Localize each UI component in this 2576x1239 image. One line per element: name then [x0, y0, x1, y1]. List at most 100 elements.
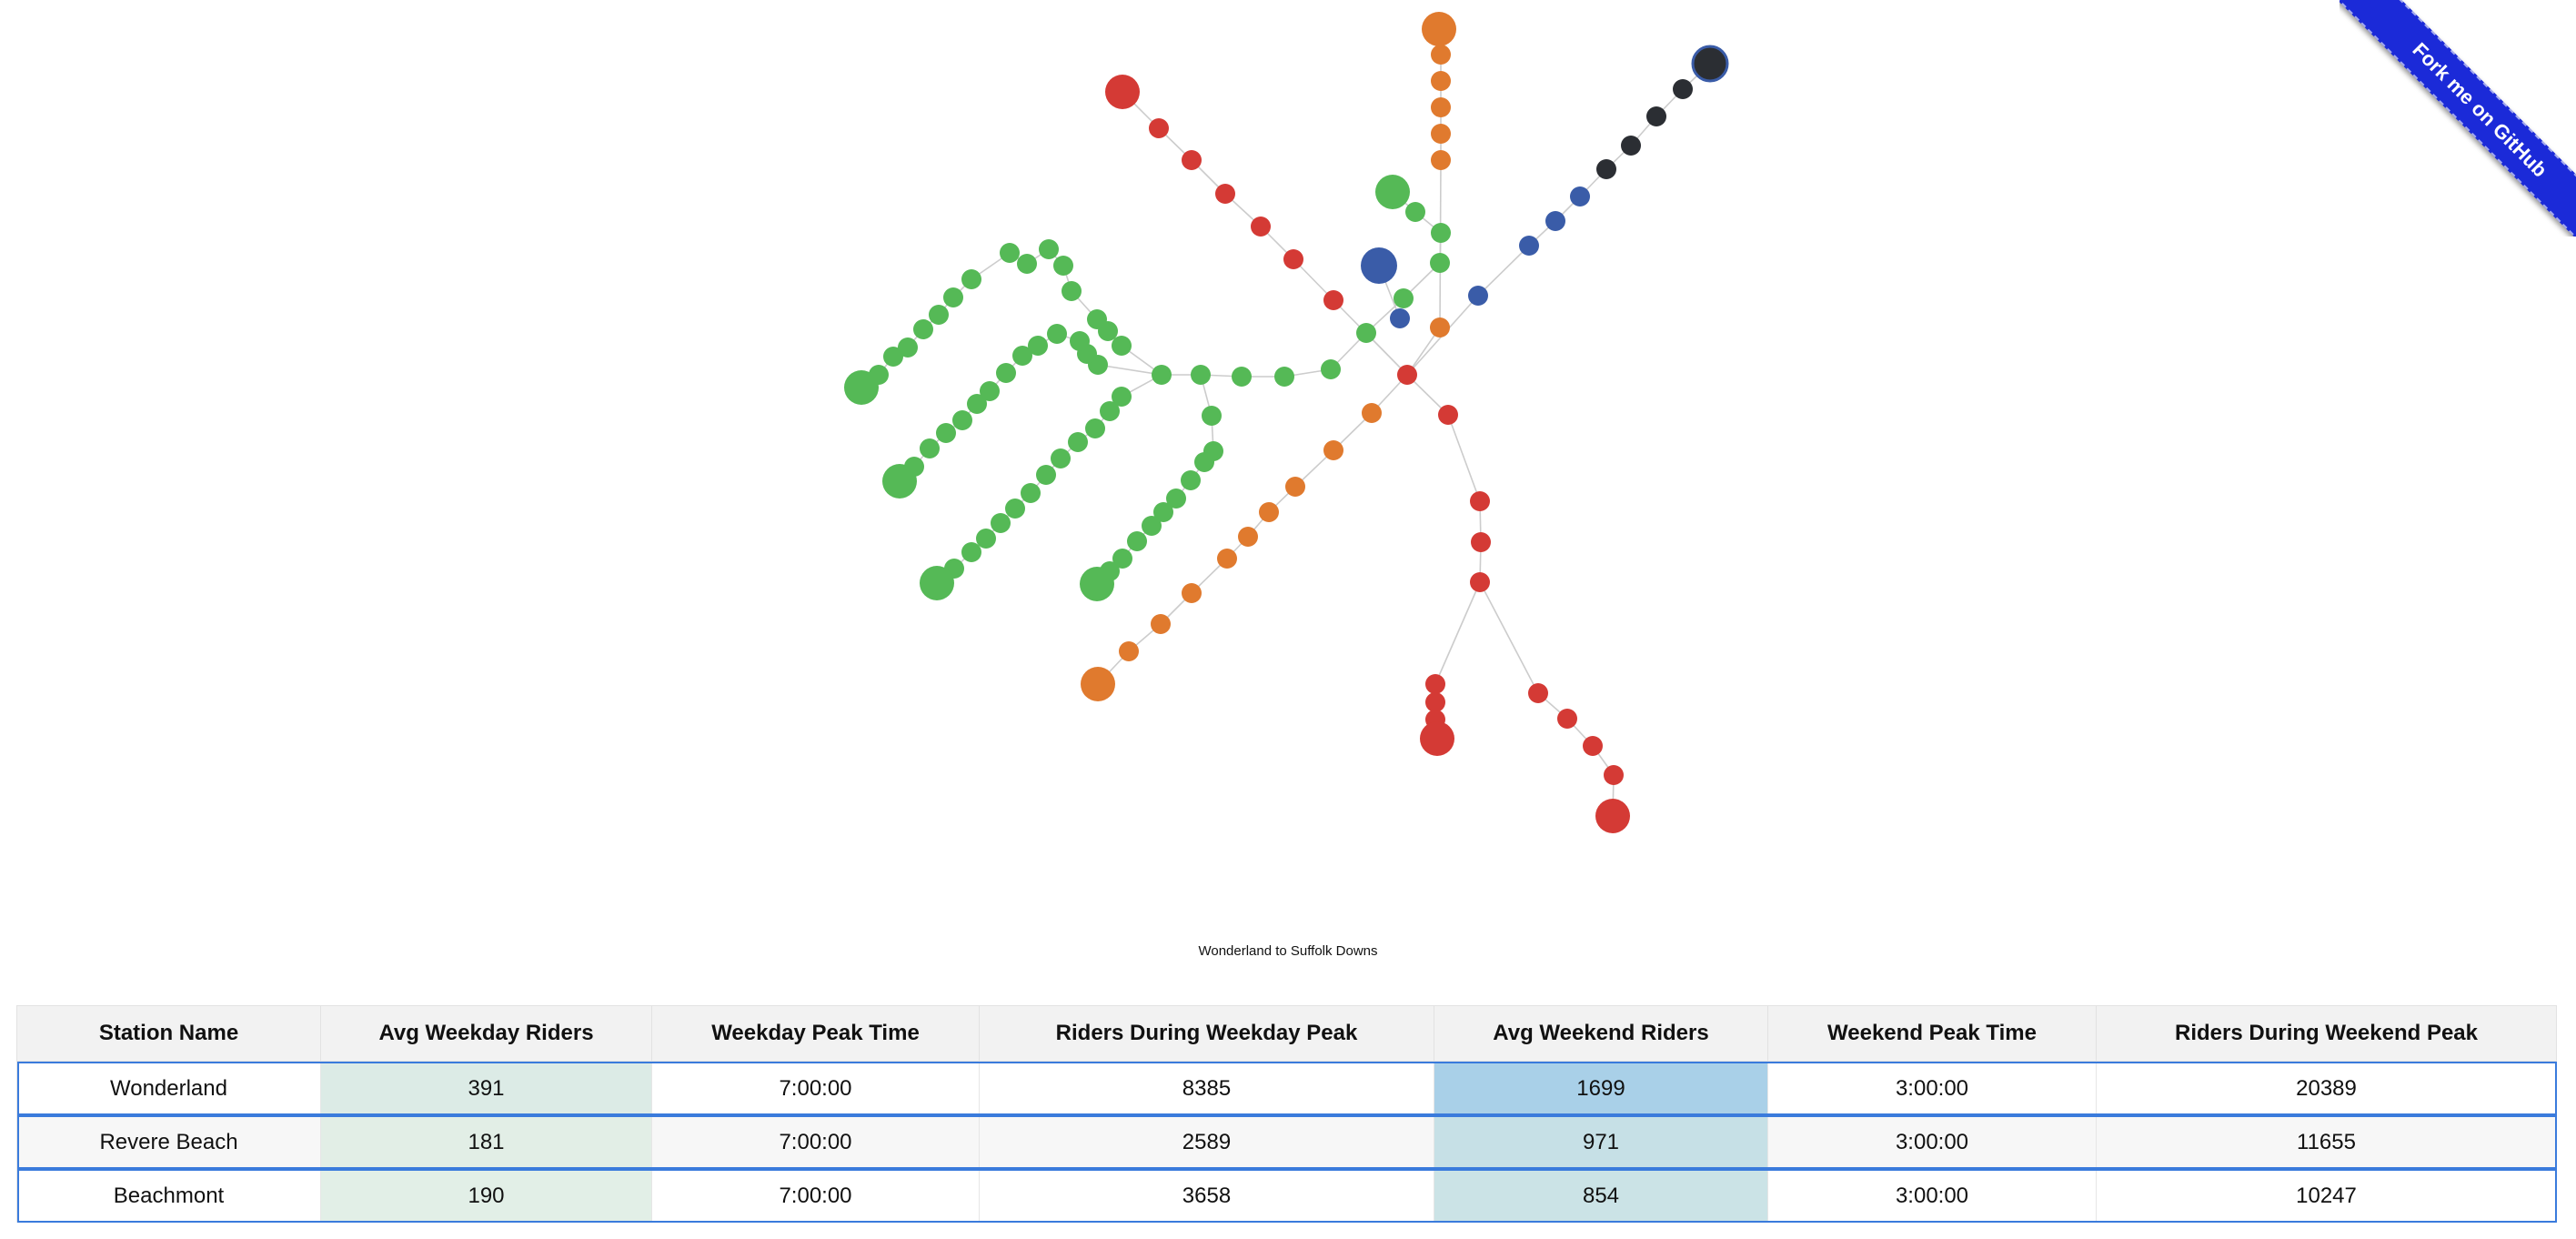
- terminal-station-node[interactable]: [1105, 75, 1140, 109]
- station-node[interactable]: [952, 410, 972, 430]
- station-node[interactable]: [1005, 499, 1025, 519]
- station-node[interactable]: [1321, 359, 1341, 379]
- header-weekday-peak-time[interactable]: Weekday Peak Time: [651, 1005, 980, 1062]
- station-node[interactable]: [1151, 614, 1171, 634]
- station-node[interactable]: [1425, 692, 1445, 712]
- station-node[interactable]: [1519, 236, 1539, 256]
- station-node[interactable]: [1215, 184, 1235, 204]
- station-node[interactable]: [1431, 71, 1451, 91]
- station-node[interactable]: [943, 287, 963, 307]
- station-node[interactable]: [1112, 549, 1132, 569]
- station-node[interactable]: [1604, 765, 1624, 785]
- station-node[interactable]: [1621, 136, 1641, 156]
- station-node[interactable]: [1202, 406, 1222, 426]
- station-node[interactable]: [1431, 150, 1451, 170]
- station-node[interactable]: [1430, 317, 1450, 337]
- station-node[interactable]: [1471, 532, 1491, 552]
- station-node[interactable]: [883, 347, 903, 367]
- station-node[interactable]: [1152, 365, 1172, 385]
- station-node[interactable]: [1053, 256, 1073, 276]
- station-node[interactable]: [1557, 709, 1577, 729]
- station-node[interactable]: [1283, 249, 1303, 269]
- station-node[interactable]: [1021, 483, 1041, 503]
- terminal-station-node[interactable]: [1595, 799, 1630, 833]
- station-node[interactable]: [1470, 491, 1490, 511]
- station-node[interactable]: [1119, 641, 1139, 661]
- station-node[interactable]: [1000, 243, 1020, 263]
- station-node[interactable]: [1142, 516, 1162, 536]
- terminal-station-node[interactable]: [920, 566, 954, 600]
- header-avg-weekend-riders[interactable]: Avg Weekend Riders: [1434, 1005, 1768, 1062]
- terminal-station-node[interactable]: [1420, 721, 1454, 756]
- station-node[interactable]: [1182, 583, 1202, 603]
- station-node[interactable]: [1047, 324, 1067, 344]
- station-node[interactable]: [1194, 452, 1214, 472]
- station-node[interactable]: [1085, 418, 1105, 438]
- station-node[interactable]: [1039, 239, 1059, 259]
- station-node[interactable]: [1405, 202, 1425, 222]
- station-node[interactable]: [1036, 465, 1056, 485]
- station-node[interactable]: [967, 394, 987, 414]
- station-node[interactable]: [1100, 401, 1120, 421]
- transit-network-map[interactable]: [0, 0, 2576, 928]
- station-node[interactable]: [920, 438, 940, 458]
- station-node[interactable]: [1430, 253, 1450, 273]
- station-node[interactable]: [1394, 288, 1414, 308]
- station-node[interactable]: [1068, 432, 1088, 452]
- station-node[interactable]: [1051, 448, 1071, 468]
- station-node[interactable]: [929, 305, 949, 325]
- station-node[interactable]: [1431, 45, 1451, 65]
- station-table-container[interactable]: Station Name Avg Weekday Riders Weekday …: [16, 1005, 2557, 1223]
- station-node[interactable]: [1127, 531, 1147, 551]
- station-node[interactable]: [1274, 367, 1294, 387]
- station-node[interactable]: [1070, 331, 1090, 351]
- station-node[interactable]: [1528, 683, 1548, 703]
- station-node[interactable]: [1017, 254, 1037, 274]
- station-node[interactable]: [961, 269, 981, 289]
- station-node[interactable]: [980, 381, 1000, 401]
- terminal-station-node[interactable]: [882, 464, 917, 499]
- station-node[interactable]: [1570, 186, 1590, 206]
- table-row[interactable]: Beachmont 190 7:00:00 3658 854 3:00:00 1…: [16, 1169, 2557, 1223]
- header-avg-weekday-riders[interactable]: Avg Weekday Riders: [320, 1005, 652, 1062]
- station-node[interactable]: [1259, 502, 1279, 522]
- header-station-name[interactable]: Station Name: [16, 1005, 321, 1062]
- station-node[interactable]: [996, 363, 1016, 383]
- header-riders-weekend-peak[interactable]: Riders During Weekend Peak: [2096, 1005, 2557, 1062]
- station-node[interactable]: [1323, 440, 1343, 460]
- station-node[interactable]: [1217, 549, 1237, 569]
- station-node[interactable]: [1583, 736, 1603, 756]
- terminal-station-node[interactable]: [1691, 45, 1729, 83]
- station-node[interactable]: [1191, 365, 1211, 385]
- station-node[interactable]: [1062, 281, 1082, 301]
- station-node[interactable]: [1232, 367, 1252, 387]
- station-node[interactable]: [1362, 403, 1382, 423]
- station-node[interactable]: [1285, 477, 1305, 497]
- station-node[interactable]: [1012, 346, 1032, 366]
- terminal-station-node[interactable]: [1375, 175, 1410, 209]
- table-row[interactable]: Wonderland 391 7:00:00 8385 1699 3:00:00…: [16, 1061, 2557, 1115]
- table-row[interactable]: Revere Beach 181 7:00:00 2589 971 3:00:0…: [16, 1115, 2557, 1169]
- station-node[interactable]: [936, 423, 956, 443]
- station-node[interactable]: [1112, 336, 1132, 356]
- terminal-station-node[interactable]: [1080, 567, 1114, 601]
- terminal-station-node[interactable]: [844, 370, 879, 405]
- station-node[interactable]: [1166, 489, 1186, 509]
- station-node[interactable]: [1470, 572, 1490, 592]
- station-node[interactable]: [1431, 223, 1451, 243]
- station-node[interactable]: [898, 337, 918, 358]
- station-node[interactable]: [961, 542, 981, 562]
- terminal-station-node[interactable]: [1081, 667, 1115, 701]
- station-node[interactable]: [991, 513, 1011, 533]
- header-weekend-peak-time[interactable]: Weekend Peak Time: [1767, 1005, 2097, 1062]
- station-node[interactable]: [1431, 97, 1451, 117]
- station-node[interactable]: [1646, 106, 1666, 126]
- station-node[interactable]: [1149, 118, 1169, 138]
- station-node[interactable]: [1425, 674, 1445, 694]
- station-node[interactable]: [1251, 217, 1271, 237]
- station-node[interactable]: [913, 319, 933, 339]
- station-node[interactable]: [1390, 308, 1410, 328]
- station-node[interactable]: [1028, 336, 1048, 356]
- station-node[interactable]: [1238, 527, 1258, 547]
- station-node[interactable]: [976, 529, 996, 549]
